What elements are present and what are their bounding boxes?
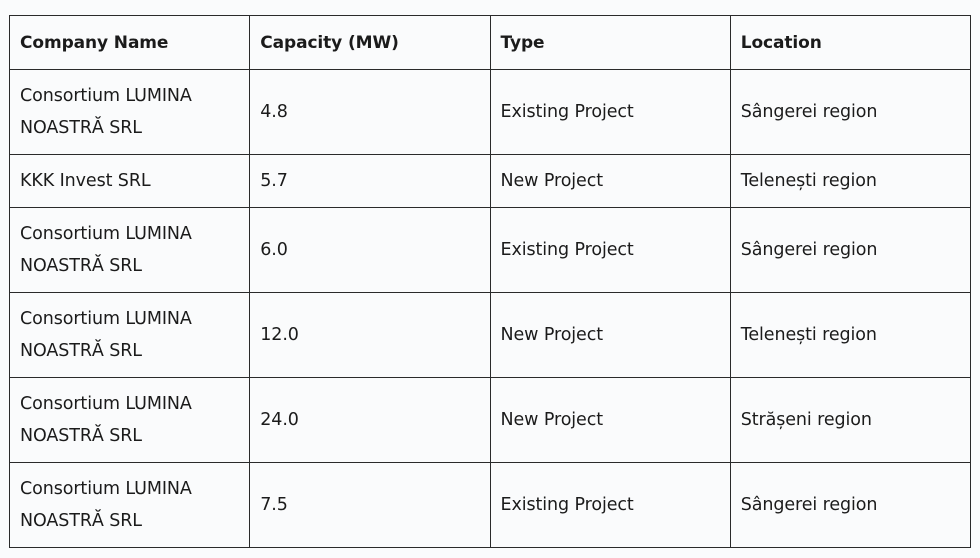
cell-company-name: KKK Invest SRL	[8, 154, 251, 208]
table-row: Consortium LUMINA NOASTRĂ SRL 7.5 Existi…	[8, 462, 972, 548]
table-row: Consortium LUMINA NOASTRĂ SRL 6.0 Existi…	[8, 207, 972, 293]
table-row: Consortium LUMINA NOASTRĂ SRL 4.8 Existi…	[8, 69, 972, 155]
cell-location: Sângerei region	[729, 69, 972, 155]
table-row: KKK Invest SRL 5.7 New Project Telenești…	[8, 154, 972, 208]
column-header-company-name: Company Name	[8, 15, 251, 70]
cell-capacity: 4.8	[249, 69, 491, 155]
cell-capacity: 24.0	[249, 377, 491, 463]
cell-company-name: Consortium LUMINA NOASTRĂ SRL	[8, 292, 251, 378]
cell-capacity: 12.0	[249, 292, 491, 378]
cell-type: Existing Project	[489, 462, 731, 548]
cell-type: Existing Project	[489, 207, 731, 293]
column-header-capacity: Capacity (MW)	[249, 15, 491, 70]
cell-type: New Project	[489, 154, 731, 208]
cell-capacity: 6.0	[249, 207, 491, 293]
cell-company-name: Consortium LUMINA NOASTRĂ SRL	[8, 69, 251, 155]
cell-type: Existing Project	[489, 69, 731, 155]
cell-location: Sângerei region	[729, 207, 972, 293]
column-header-type: Type	[489, 15, 731, 70]
cell-company-name: Consortium LUMINA NOASTRĂ SRL	[8, 462, 251, 548]
cell-capacity: 5.7	[249, 154, 491, 208]
cell-location: Strășeni region	[729, 377, 972, 463]
cell-type: New Project	[489, 377, 731, 463]
projects-table: Company Name Capacity (MW) Type Location…	[8, 15, 972, 548]
cell-company-name: Consortium LUMINA NOASTRĂ SRL	[8, 207, 251, 293]
cell-capacity: 7.5	[249, 462, 491, 548]
cell-type: New Project	[489, 292, 731, 378]
column-header-location: Location	[729, 15, 972, 70]
table-row: Consortium LUMINA NOASTRĂ SRL 12.0 New P…	[8, 292, 972, 378]
table-row: Consortium LUMINA NOASTRĂ SRL 24.0 New P…	[8, 377, 972, 463]
table-header-row: Company Name Capacity (MW) Type Location	[8, 15, 972, 70]
cell-company-name: Consortium LUMINA NOASTRĂ SRL	[8, 377, 251, 463]
cell-location: Telenești region	[729, 154, 972, 208]
cell-location: Sângerei region	[729, 462, 972, 548]
cell-location: Telenești region	[729, 292, 972, 378]
